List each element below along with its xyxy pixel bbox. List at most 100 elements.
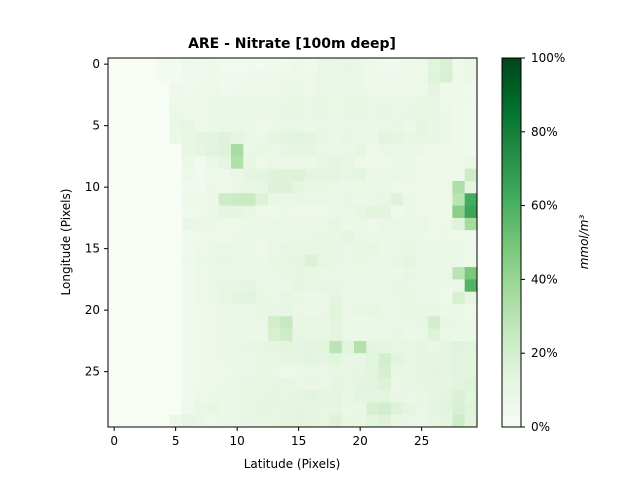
heatmap-cell — [292, 230, 306, 243]
heatmap-cell — [108, 217, 121, 231]
heatmap-cell — [267, 217, 281, 231]
colorbar-tick-label: 80% — [531, 125, 558, 139]
heatmap-cell — [231, 365, 244, 379]
heatmap-cell — [108, 340, 121, 354]
heatmap-cell — [304, 107, 318, 120]
heatmap-cell — [255, 267, 269, 280]
heatmap-cell — [218, 353, 232, 366]
heatmap-cell — [292, 291, 306, 305]
heatmap-cell — [354, 58, 367, 71]
heatmap-cell — [218, 377, 232, 391]
heatmap-cell — [440, 119, 453, 133]
heatmap-cell — [440, 353, 453, 366]
heatmap-cell — [415, 316, 429, 329]
heatmap-cell — [218, 390, 232, 403]
heatmap-cell — [194, 267, 207, 280]
heatmap-cell — [255, 94, 269, 108]
heatmap-cell — [267, 328, 281, 342]
heatmap-cell — [132, 217, 146, 231]
heatmap-cell — [427, 254, 441, 268]
heatmap-cell — [304, 340, 318, 354]
heatmap-cell — [440, 328, 453, 342]
heatmap-cell — [464, 168, 478, 182]
heatmap-cell — [304, 328, 318, 342]
heatmap-cell — [181, 414, 195, 428]
heatmap-cell — [440, 156, 453, 170]
heatmap-cell — [440, 279, 453, 293]
heatmap-cell — [415, 131, 429, 145]
heatmap-cell — [366, 82, 379, 96]
heatmap-cell — [440, 390, 453, 403]
heatmap-cell — [181, 353, 195, 366]
heatmap-cell — [341, 230, 355, 243]
heatmap-cell — [415, 267, 429, 280]
heatmap-cell — [157, 193, 170, 206]
heatmap-cell — [181, 193, 195, 206]
heatmap-cell — [194, 390, 207, 403]
heatmap-cell — [255, 193, 269, 206]
heatmap-cell — [378, 390, 392, 403]
heatmap-cell — [415, 156, 429, 170]
heatmap-cell — [366, 340, 379, 354]
heatmap-cell — [231, 254, 244, 268]
heatmap-cell — [292, 107, 306, 120]
heatmap-cell — [378, 279, 392, 293]
heatmap-cell — [120, 328, 133, 342]
heatmap-cell — [317, 58, 330, 71]
heatmap-cell — [464, 119, 478, 133]
heatmap-cell — [206, 328, 220, 342]
heatmap-cell — [403, 414, 416, 428]
heatmap-cell — [452, 316, 466, 329]
heatmap-cell — [378, 267, 392, 280]
heatmap-cell — [292, 205, 306, 219]
heatmap-cell — [452, 119, 466, 133]
heatmap-cell — [132, 414, 146, 428]
heatmap-cell — [206, 254, 220, 268]
heatmap-cell — [292, 402, 306, 416]
heatmap-cell — [206, 267, 220, 280]
heatmap-cell — [144, 291, 158, 305]
heatmap-cell — [231, 193, 244, 206]
heatmap-cell — [218, 217, 232, 231]
heatmap-cell — [354, 328, 367, 342]
heatmap-cell — [255, 414, 269, 428]
heatmap-cell — [120, 156, 133, 170]
heatmap-cell — [354, 144, 367, 157]
heatmap-cell — [206, 340, 220, 354]
heatmap-cell — [157, 230, 170, 243]
heatmap-cell — [144, 414, 158, 428]
heatmap-cell — [108, 168, 121, 182]
heatmap-cell — [366, 168, 379, 182]
heatmap-cell — [329, 267, 343, 280]
heatmap-cell — [231, 267, 244, 280]
heatmap-cell — [157, 402, 170, 416]
heatmap-cell — [378, 377, 392, 391]
heatmap-cell — [255, 353, 269, 366]
heatmap-cell — [304, 279, 318, 293]
heatmap-cell — [452, 377, 466, 391]
heatmap-cell — [231, 217, 244, 231]
heatmap-cell — [390, 70, 404, 83]
plot-frame — [107, 57, 478, 428]
heatmap-cell — [427, 230, 441, 243]
heatmap-cell — [354, 291, 367, 305]
heatmap-cell — [132, 353, 146, 366]
heatmap-cell — [169, 217, 183, 231]
heatmap-cell — [243, 267, 256, 280]
heatmap-cell — [452, 205, 466, 219]
heatmap-cell — [403, 107, 416, 120]
heatmap-cell — [157, 70, 170, 83]
heatmap-cell — [218, 193, 232, 206]
heatmap-cell — [280, 70, 293, 83]
heatmap-cell — [427, 377, 441, 391]
heatmap-cell — [464, 82, 478, 96]
heatmap-cell — [206, 353, 220, 366]
heatmap-cell — [255, 107, 269, 120]
heatmap-cell — [218, 58, 232, 71]
heatmap-cell — [317, 82, 330, 96]
heatmap-cell — [132, 267, 146, 280]
heatmap-cell — [440, 131, 453, 145]
heatmap-cell — [243, 414, 256, 428]
heatmap-cell — [341, 82, 355, 96]
heatmap-cell — [403, 131, 416, 145]
